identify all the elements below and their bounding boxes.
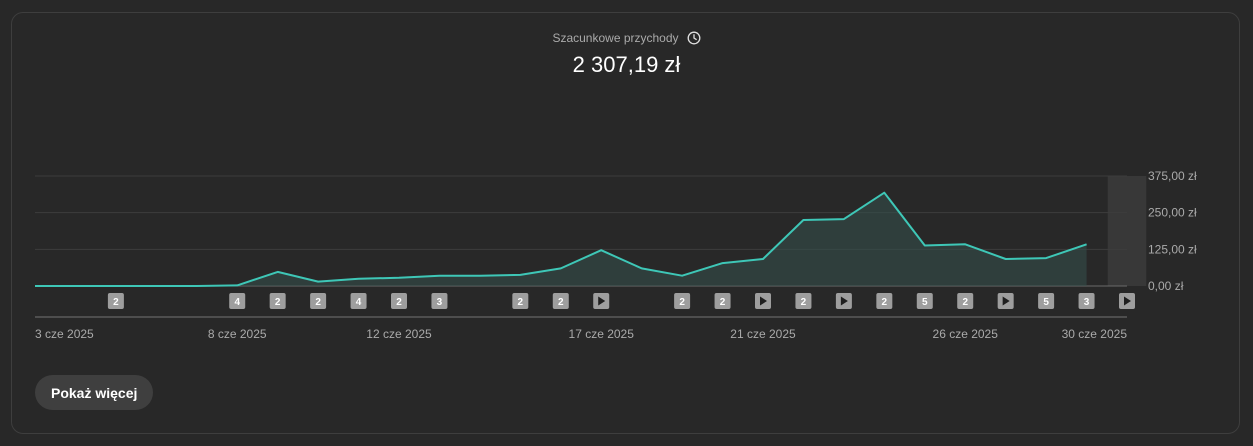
upload-count-marker[interactable] <box>714 293 731 309</box>
x-tick-label: 26 cze 2025 <box>933 327 999 341</box>
upload-count-marker[interactable] <box>310 293 327 309</box>
upload-count-marker[interactable] <box>391 293 407 309</box>
data-point[interactable] <box>437 273 442 278</box>
x-tick-label: 8 cze 2025 <box>208 327 267 341</box>
upload-count-label: 5 <box>922 297 928 308</box>
metric-title: Szacunkowe przychody <box>552 31 679 45</box>
data-point[interactable] <box>761 257 766 262</box>
series-area <box>35 192 1087 286</box>
x-tick-label: 21 cze 2025 <box>730 327 796 341</box>
show-more-button[interactable]: Pokaż więcej <box>35 375 154 410</box>
data-point[interactable] <box>33 284 38 289</box>
x-tick-label: 30 cze 2025 <box>1062 327 1128 341</box>
play-icon <box>1002 296 1010 306</box>
upload-count-marker[interactable] <box>552 293 569 309</box>
y-tick-label: 125,00 zł <box>1148 242 1197 256</box>
data-point[interactable] <box>599 248 604 253</box>
data-point[interactable] <box>73 284 78 289</box>
upload-count-label: 3 <box>437 297 443 308</box>
revenue-card <box>11 12 1240 434</box>
data-point[interactable] <box>275 269 280 274</box>
metric-value: 2 307,19 zł <box>572 52 681 77</box>
upload-count-marker[interactable] <box>350 293 367 309</box>
y-tick-label: 250,00 zł <box>1148 206 1197 220</box>
upload-count-label: 2 <box>315 297 321 308</box>
upload-count-label: 2 <box>720 297 726 308</box>
data-point[interactable] <box>558 266 563 271</box>
data-point[interactable] <box>639 266 644 271</box>
upload-count-label: 5 <box>1043 297 1049 308</box>
upload-count-label: 3 <box>1084 297 1090 308</box>
data-point[interactable] <box>194 284 199 289</box>
upload-count-marker[interactable] <box>107 293 124 309</box>
metric-header: Szacunkowe przychody <box>0 31 1253 45</box>
x-tick-label: 12 cze 2025 <box>366 327 432 341</box>
data-point[interactable] <box>841 217 846 222</box>
data-point[interactable] <box>882 190 887 195</box>
upload-count-label: 2 <box>558 297 564 308</box>
play-icon <box>840 296 848 306</box>
highlight-band <box>1107 176 1147 286</box>
upload-count-label: 2 <box>113 297 119 308</box>
play-icon <box>760 296 767 306</box>
data-point[interactable] <box>922 243 927 248</box>
upload-count-label: 2 <box>396 297 402 308</box>
data-point[interactable] <box>397 275 402 280</box>
upload-count-marker[interactable] <box>674 293 691 309</box>
upload-count-label: 2 <box>275 297 281 308</box>
data-point[interactable] <box>235 283 240 288</box>
y-tick-label: 0,00 zł <box>1148 279 1184 293</box>
data-point[interactable] <box>1044 256 1049 261</box>
clock-icon[interactable] <box>687 31 701 45</box>
upload-count-marker[interactable] <box>795 293 812 309</box>
play-icon <box>1124 296 1131 306</box>
y-tick-label: 375,00 zł <box>1148 169 1197 183</box>
data-point[interactable] <box>680 273 685 278</box>
play-icon <box>598 296 606 306</box>
series-line[interactable] <box>35 191 1087 287</box>
x-tick-label: 3 cze 2025 <box>35 327 94 341</box>
data-point[interactable] <box>1003 257 1008 262</box>
data-point[interactable] <box>356 276 361 281</box>
x-tick-label: 17 cze 2025 <box>569 327 635 341</box>
upload-count-marker[interactable] <box>1078 293 1095 309</box>
upload-count-marker[interactable] <box>916 293 933 309</box>
upload-count-label: 2 <box>679 297 685 308</box>
upload-count-marker[interactable] <box>876 293 893 309</box>
upload-count-marker[interactable] <box>1038 293 1055 309</box>
upload-count-label: 2 <box>962 297 968 308</box>
data-point[interactable] <box>720 261 725 266</box>
data-point[interactable] <box>477 273 482 278</box>
upload-count-label: 2 <box>882 297 888 308</box>
data-point[interactable] <box>801 218 806 223</box>
data-point[interactable] <box>963 242 968 247</box>
data-point[interactable] <box>1084 242 1089 247</box>
upload-count-marker[interactable] <box>431 293 448 309</box>
upload-count-marker[interactable] <box>957 293 974 309</box>
upload-count-label: 4 <box>356 297 362 308</box>
upload-count-marker[interactable] <box>229 293 246 309</box>
upload-count-label: 4 <box>234 297 240 308</box>
data-point[interactable] <box>113 284 118 289</box>
data-point[interactable] <box>154 284 159 289</box>
upload-count-label: 2 <box>801 297 807 308</box>
data-point[interactable] <box>518 272 523 277</box>
upload-count-marker[interactable] <box>512 293 529 309</box>
upload-count-label: 2 <box>518 297 524 308</box>
upload-count-marker[interactable] <box>269 293 286 309</box>
data-point[interactable] <box>316 279 321 284</box>
